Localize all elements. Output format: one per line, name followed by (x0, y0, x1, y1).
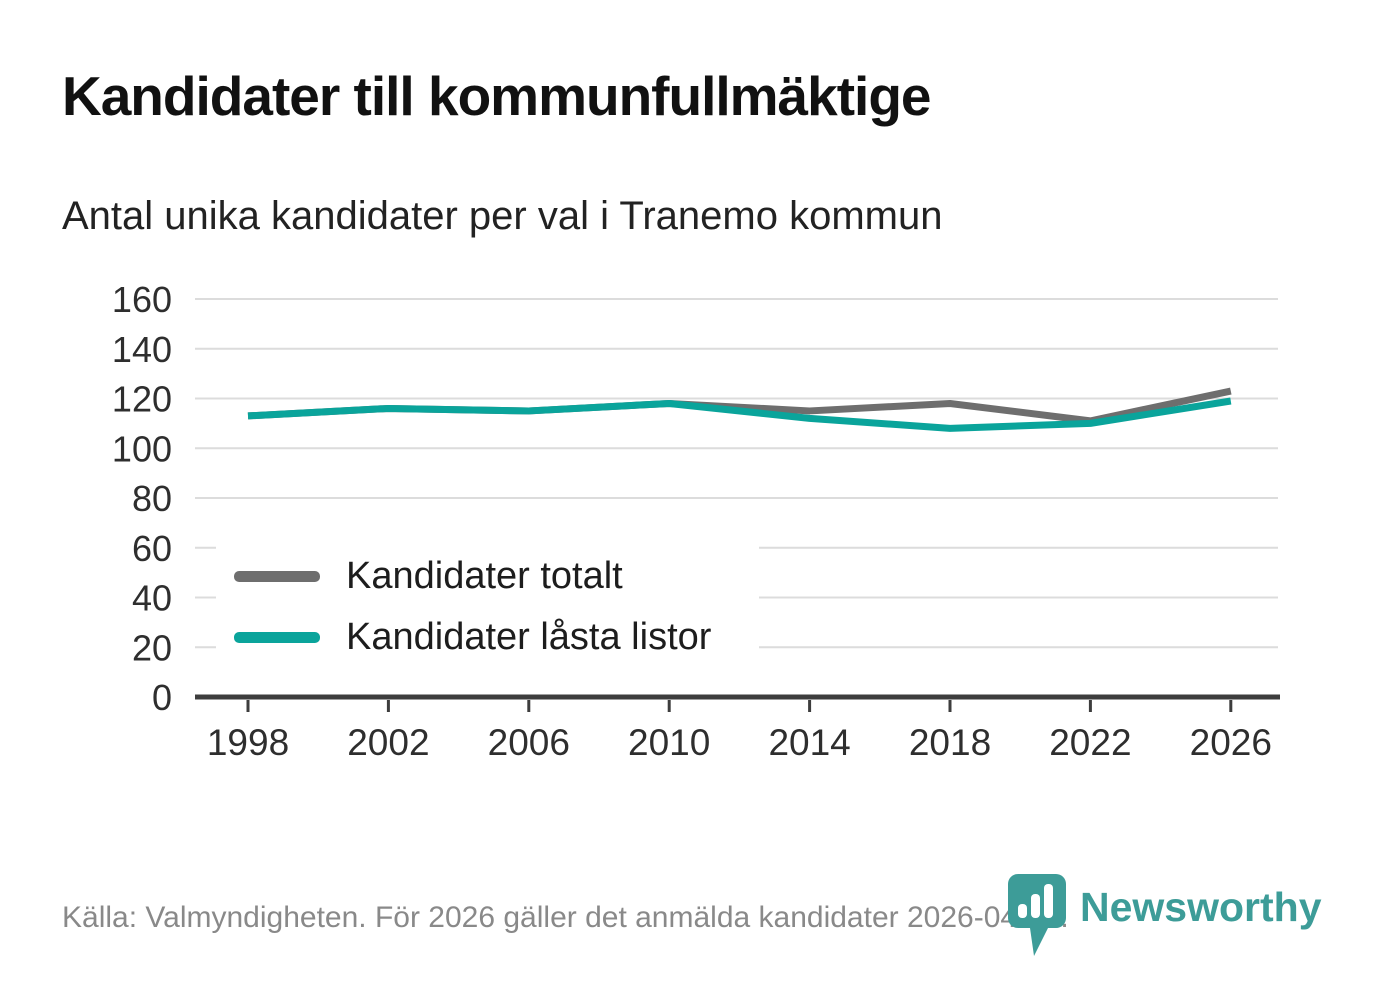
y-tick-label: 140 (112, 329, 172, 370)
legend-label-totalt: Kandidater totalt (346, 555, 623, 597)
newsworthy-pin-icon (1008, 874, 1066, 956)
legend-swatch-totalt (234, 571, 320, 582)
chart-legend: Kandidater totalt Kandidater låsta listo… (216, 545, 760, 673)
y-tick-label: 60 (132, 528, 172, 569)
y-tick-label: 120 (112, 379, 172, 420)
x-tick-label: 2002 (347, 722, 429, 763)
y-tick-label: 80 (132, 478, 172, 519)
x-tick-label: 2026 (1190, 722, 1272, 763)
y-tick-label: 20 (132, 627, 172, 668)
legend-label-lasta-listor: Kandidater låsta listor (346, 616, 712, 658)
x-tick-label: 1998 (207, 722, 289, 763)
legend-item-lasta-listor: Kandidater låsta listor (234, 616, 711, 659)
x-tick-label: 2022 (1049, 722, 1131, 763)
newsworthy-wordmark: Newsworthy (1080, 884, 1322, 930)
x-tick-label: 2018 (909, 722, 991, 763)
y-tick-label: 40 (132, 578, 172, 619)
x-tick-label: 2010 (628, 722, 710, 763)
chart-subtitle: Antal unika kandidater per val i Tranemo… (62, 194, 943, 238)
page-title: Kandidater till kommunfullmäktige (62, 65, 932, 127)
y-tick-label: 160 (112, 279, 172, 320)
y-tick-label: 0 (152, 677, 172, 718)
source-note: Källa: Valmyndigheten. För 2026 gäller d… (62, 901, 1069, 934)
x-tick-label: 2006 (488, 722, 570, 763)
newsworthy-logo: Newsworthy (1006, 872, 1322, 958)
y-tick-label: 100 (112, 428, 172, 469)
series-line (247, 397, 1232, 432)
legend-swatch-lasta-listor (234, 632, 320, 643)
x-tick-label: 2014 (768, 722, 850, 763)
legend-item-totalt: Kandidater totalt (234, 555, 711, 598)
